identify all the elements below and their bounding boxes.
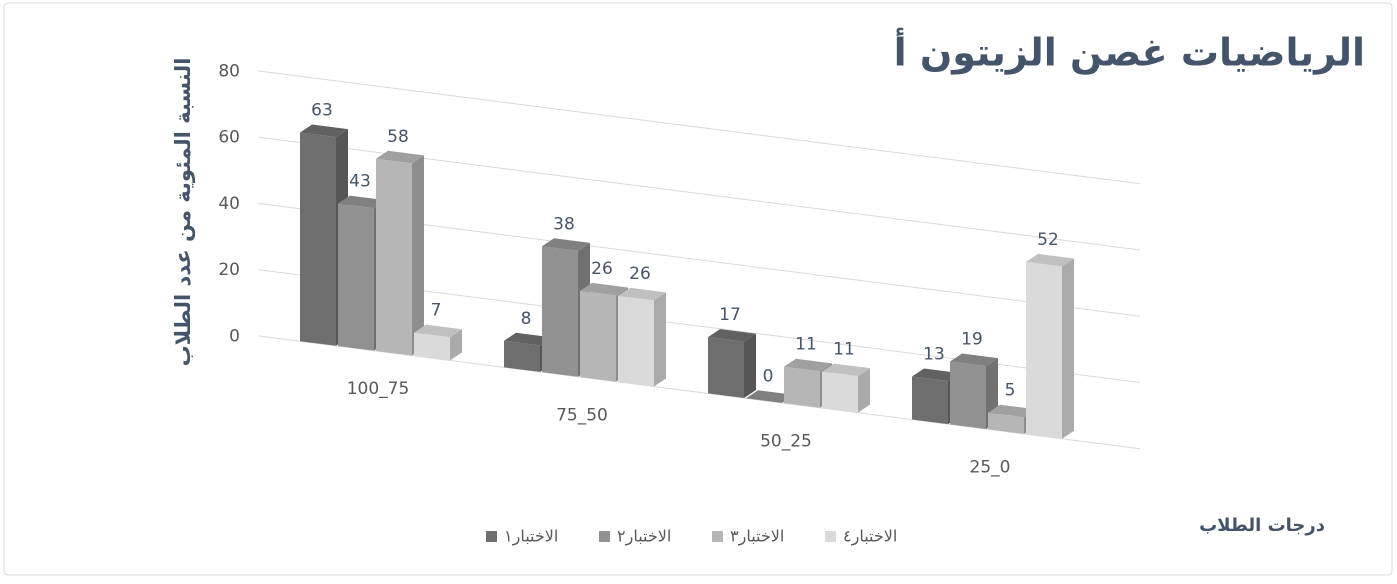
legend-label: الاختبار٤ (843, 527, 897, 547)
bar (580, 290, 616, 382)
data-label: 19 (961, 329, 983, 349)
bar-top (300, 124, 348, 138)
y-tick-label: 60 (218, 128, 240, 148)
y-tick-label: 40 (218, 194, 240, 214)
legend-swatch (486, 531, 497, 542)
y-tick-label: 80 (218, 61, 240, 81)
data-label: 8 (521, 309, 532, 329)
data-label: 5 (1005, 381, 1016, 401)
bar-top (542, 238, 590, 251)
bar-top (988, 404, 1036, 418)
chart-title: الرياضيات غصن الزيتون أ (894, 28, 1365, 75)
data-label: 52 (1037, 230, 1059, 250)
bar-top (376, 150, 424, 164)
bar (988, 412, 1024, 434)
bar (542, 246, 578, 377)
data-label: 38 (553, 214, 575, 234)
bar-side (744, 333, 756, 399)
bar (504, 340, 540, 372)
bar-top (708, 329, 756, 342)
bar-top (950, 353, 998, 367)
bar (338, 203, 374, 351)
grid-line (257, 70, 1141, 185)
x-axis-label: درجات الطلاب (1199, 515, 1325, 536)
x-tick-label: 75_50 (556, 405, 608, 425)
legend-swatch (825, 531, 836, 542)
bar (618, 295, 654, 387)
x-tick-label: 50_25 (760, 431, 812, 451)
data-label: 0 (763, 366, 774, 386)
bar-top (1026, 253, 1074, 267)
data-label: 26 (629, 264, 651, 284)
bar (1026, 261, 1062, 439)
y-axis-label: النسبة المئوية من عدد الطلاب (171, 58, 195, 367)
y-tick-label: 20 (218, 260, 240, 280)
data-label: 11 (795, 335, 817, 355)
bar-side (1062, 258, 1074, 439)
legend-label: الاختبار٣ (730, 527, 784, 547)
y-tick-label: 0 (229, 326, 240, 346)
bar-side (412, 155, 424, 356)
bar (300, 132, 336, 346)
bar-top (504, 332, 552, 346)
data-label: 13 (923, 344, 945, 364)
legend-label: الاختبار١ (504, 527, 558, 547)
bar-top (784, 358, 832, 372)
data-label: 43 (349, 172, 371, 192)
bar-top (912, 368, 960, 382)
bar (950, 361, 986, 430)
bar-top (580, 282, 628, 296)
bar-top (618, 287, 666, 301)
data-label: 58 (387, 127, 409, 147)
bar-top (822, 363, 870, 377)
legend-swatch (599, 531, 610, 542)
bar (376, 158, 412, 356)
bar-side (450, 329, 462, 361)
x-tick-label: 100_75 (347, 379, 410, 399)
x-tick-label: 25_0 (970, 458, 1011, 478)
chart-border (3, 2, 1393, 576)
data-label: 26 (591, 259, 613, 279)
data-label: 17 (719, 305, 741, 325)
bar (912, 376, 948, 425)
bar-side (654, 292, 666, 387)
legend-swatch (712, 531, 723, 542)
data-label: 63 (311, 101, 333, 121)
bar (784, 366, 820, 408)
bar (708, 337, 744, 399)
bar-top (414, 324, 462, 338)
bar-side (858, 368, 870, 413)
bar-top (746, 390, 794, 403)
bar-top (338, 195, 386, 209)
legend-label: الاختبار٢ (617, 527, 671, 547)
data-label: 11 (833, 340, 855, 360)
bar (822, 371, 858, 413)
data-label: 7 (431, 301, 442, 321)
bar (414, 332, 450, 361)
